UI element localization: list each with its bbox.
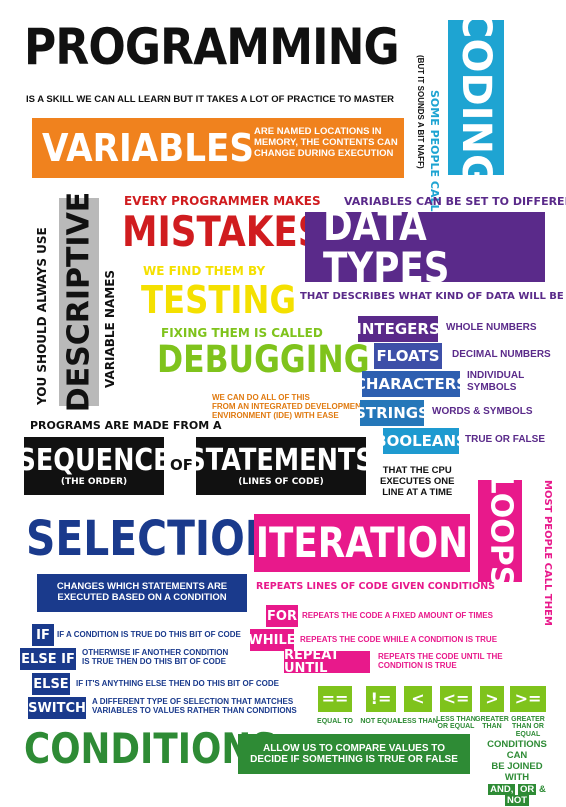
type-characters-desc: INDIVIDUAL SYMBOLS	[467, 370, 537, 393]
op-greaterequal: >=	[510, 686, 546, 712]
join-not: NOT	[505, 795, 529, 806]
op-greaterequal-label: GREATER THAN OR EQUAL	[506, 716, 550, 738]
op-notequal: !=	[366, 686, 396, 712]
op-less-label: LESS THAN	[398, 718, 438, 725]
loops-word: LOOPS	[485, 475, 515, 588]
loops-top: MOST PEOPLE CALL THEM	[542, 480, 552, 626]
coding-word: CODING	[456, 9, 496, 187]
datatypes-desc: THAT DESCRIBES WHAT KIND OF DATA WILL BE…	[300, 292, 566, 302]
mistakes-lead: EVERY PROGRAMMER MAKES	[124, 195, 321, 207]
sequence-box: SEQUENCE (THE ORDER)	[24, 437, 164, 495]
variables-word: VARIABLES	[42, 129, 254, 167]
sequence-word: SEQUENCE	[17, 446, 170, 476]
select-else-desc: IF IT'S ANYTHING ELSE THEN DO THIS BIT O…	[76, 679, 279, 688]
op-lessequal: <=	[440, 686, 472, 712]
iteration-desc: REPEATS LINES OF CODE GIVEN CONDITIONS	[256, 582, 495, 592]
conditions-join: CONDITIONS CAN BE JOINED WITH AND, OR & …	[478, 740, 556, 807]
sequence-lead: PROGRAMS ARE MADE FROM A	[30, 420, 221, 431]
selection-desc2: EXECUTED BASED ON A CONDITION	[57, 593, 226, 604]
variables-box: VARIABLES ARE NAMED LOCATIONS IN MEMORY,…	[32, 118, 404, 178]
type-integers-desc: WHOLE NUMBERS	[446, 322, 537, 334]
statements-sub: (LINES OF CODE)	[238, 478, 323, 487]
op-lessequal-label: LESS THAN OR EQUAL	[434, 716, 478, 731]
type-characters: CHARACTERS	[362, 371, 460, 397]
type-integers: INTEGERS	[358, 316, 438, 342]
type-floats-desc: DECIMAL NUMBERS	[452, 349, 551, 361]
iter-while-desc: REPEATS THE CODE WHILE A CONDITION IS TR…	[300, 635, 497, 644]
datatypes-box: DATA TYPES	[305, 212, 545, 282]
join-amp: &	[539, 784, 546, 795]
join-and: AND,	[488, 784, 515, 795]
sequence-sub: (THE ORDER)	[61, 478, 127, 487]
datatypes-word: DATA TYPES	[323, 205, 527, 289]
iteration-box: ITERATION	[254, 514, 470, 572]
op-equal-label: EQUAL TO	[312, 718, 358, 725]
descriptive-line1: YOU SHOULD ALWAYS USE	[36, 227, 48, 405]
selection-word: SELECTION	[26, 515, 279, 563]
conditions-desc2: DECIDE IF SOMETHING IS TRUE OR FALSE	[250, 754, 458, 766]
op-equal: ==	[318, 686, 352, 712]
type-strings-desc: WORDS & SYMBOLS	[432, 406, 533, 418]
select-else: ELSE	[32, 673, 70, 695]
iter-repeatuntil-desc: REPEATS THE CODE UNTIL THE CONDITION IS …	[378, 652, 503, 670]
cpu-text: THAT THE CPU EXECUTES ONE LINE AT A TIME	[380, 466, 454, 499]
programming-subtitle: IS A SKILL WE CAN ALL LEARN BUT IT TAKES…	[26, 95, 394, 106]
statements-box: STATEMENTS (LINES OF CODE)	[196, 437, 366, 495]
type-booleans-desc: TRUE OR FALSE	[465, 434, 545, 446]
descriptive-box: DESCRIPTIVE	[59, 198, 99, 406]
testing-word: TESTING	[141, 281, 296, 319]
descriptive-word: DESCRIPTIVE	[64, 192, 94, 413]
mistakes-word: MISTAKES	[122, 211, 324, 253]
testing-lead: WE FIND THEM BY	[143, 265, 265, 277]
type-booleans: BOOLEANS	[383, 428, 459, 454]
ide-text: WE CAN DO ALL OF THIS FROM AN INTEGRATED…	[212, 393, 366, 421]
op-less: <	[404, 686, 432, 712]
iter-for: FOR	[266, 605, 298, 627]
coding-box: CODING	[448, 20, 504, 175]
op-greater-label: GREATER THAN	[474, 716, 510, 731]
variables-desc: ARE NAMED LOCATIONS IN MEMORY, THE CONTE…	[254, 127, 398, 160]
iter-repeatuntil: REPEAT UNTIL	[284, 651, 370, 673]
debugging-word: DEBUGGING	[157, 341, 370, 378]
coding-note: (BUT IT SOUNDS A BIT NAFF)	[416, 55, 425, 169]
join-or: OR	[518, 784, 536, 795]
type-strings: STRINGS	[360, 400, 424, 426]
iter-for-desc: REPEATS THE CODE A FIXED AMOUNT OF TIMES	[302, 611, 493, 620]
descriptive-line3: VARIABLE NAMES	[104, 270, 116, 388]
programming-title: PROGRAMMING	[24, 22, 399, 72]
conditions-desc1: ALLOW US TO COMPARE VALUES TO	[263, 743, 445, 755]
type-floats: FLOATS	[374, 343, 442, 369]
select-if-desc: IF A CONDITION IS TRUE DO THIS BIT OF CO…	[57, 630, 241, 639]
selection-desc-box: CHANGES WHICH STATEMENTS ARE EXECUTED BA…	[37, 574, 247, 612]
select-switch: SWITCH	[28, 697, 86, 719]
loops-box: LOOPS	[478, 480, 522, 582]
conditions-desc-box: ALLOW US TO COMPARE VALUES TO DECIDE IF …	[238, 734, 470, 774]
statements-word: STATEMENTS	[188, 446, 374, 476]
op-notequal-label: NOT EQUAL	[360, 718, 402, 725]
iteration-word: ITERATION	[256, 522, 468, 564]
select-if: IF	[32, 624, 54, 646]
select-elseif: ELSE IF	[20, 648, 76, 670]
op-greater: >	[480, 686, 504, 712]
select-switch-desc: A DIFFERENT TYPE OF SELECTION THAT MATCH…	[92, 697, 297, 715]
select-elseif-desc: OTHERWISE IF ANOTHER CONDITION IS TRUE T…	[82, 648, 228, 666]
